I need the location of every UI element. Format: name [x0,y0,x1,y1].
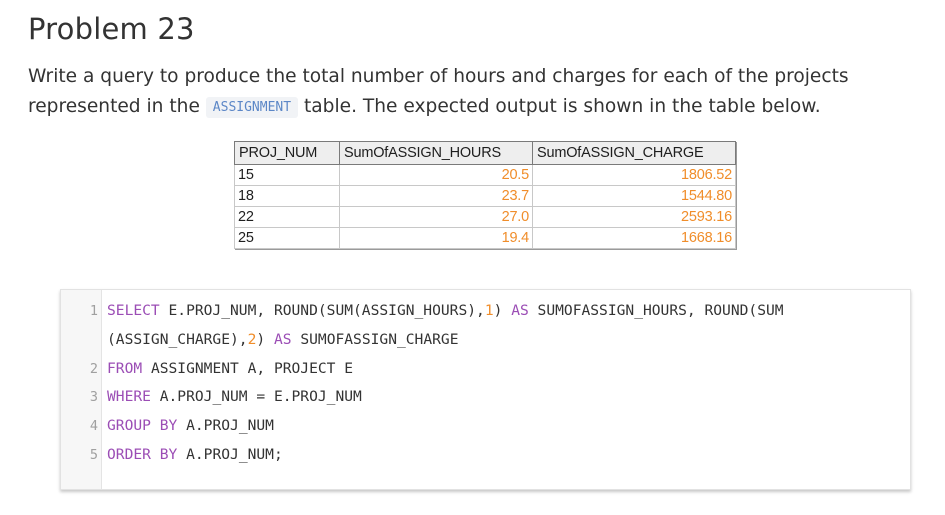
code-line: 4 GROUP BY A.PROJ_NUM [61,412,910,441]
sql-keyword: GROUP [107,417,151,435]
sql-number: 2 [247,330,257,348]
cell-sum-charge: 1806.52 [532,164,736,186]
column-header-proj-num: PROJ_NUM [234,141,340,165]
sql-text [151,417,160,434]
cell-sum-charge: 1668.16 [532,227,736,249]
code-line: 2 FROM ASSIGNMENT A, PROJECT E [61,355,910,384]
cell-sum-hours: 19.4 [339,227,533,249]
code-line: 3 WHERE A.PROJ_NUM = E.PROJ_NUM [61,383,910,412]
sql-text: ) [493,302,512,319]
sql-keyword: BY [159,417,178,435]
code-line: 1 SELECT E.PROJ_NUM, ROUND(SUM(ASSIGN_HOU… [61,297,910,326]
cell-sum-charge: 1544.80 [532,185,736,207]
sql-text: ASSIGNMENT A, PROJECT E [142,359,354,377]
sql-text: SUMOFASSIGN_HOURS, ROUND(SUM [528,302,784,319]
table-row: 22 27.0 2593.16 [234,206,736,228]
sql-keyword: AS [273,330,292,348]
sql-keyword: FROM [107,359,143,377]
sql-keyword: ORDER [107,445,151,463]
sql-text: ) [256,330,274,348]
cell-sum-hours: 27.0 [339,206,533,228]
line-number: 2 [89,360,98,377]
sql-text: A.PROJ_NUM [177,417,274,435]
cell-sum-charge: 2593.16 [532,206,736,228]
cell-sum-hours: 20.5 [339,164,533,186]
sql-text: A.PROJ_NUM; [177,445,283,463]
column-header-sum-charge: SumOfASSIGN_CHARGE [532,141,736,165]
sql-keyword: WHERE [107,388,151,406]
line-number: 5 [89,446,98,463]
sql-text: E.PROJ_NUM, ROUND(SUM(ASSIGN_HOURS), [159,302,485,319]
problem-description: Write a query to produce the total numbe… [28,62,908,124]
column-header-sum-hours: SumOfASSIGN_HOURS [339,141,533,165]
sql-text: (ASSIGN_CHARGE), [107,330,248,348]
table-row: 18 23.7 1544.80 [234,185,736,207]
code-line: 5 ORDER BY A.PROJ_NUM; [61,441,910,470]
sql-keyword: SELECT [107,302,160,319]
description-text-after: table. The expected output is shown in t… [298,96,821,117]
line-number-gutter [61,290,102,489]
code-line: (ASSIGN_CHARGE),2) AS SUMOFASSIGN_CHARGE [61,326,910,355]
sql-keyword: BY [159,445,178,463]
problem-title: Problem 23 [28,12,195,46]
line-number: 4 [89,418,98,435]
cell-proj-num: 18 [234,185,340,207]
table-row: 25 19.4 1668.16 [234,227,736,249]
assignment-table-code: ASSIGNMENT [205,97,299,118]
cell-proj-num: 22 [234,206,340,228]
cell-sum-hours: 23.7 [339,185,533,207]
sql-text: A.PROJ_NUM = E.PROJ_NUM [150,388,362,406]
code-lines: 1 SELECT E.PROJ_NUM, ROUND(SUM(ASSIGN_HOU… [61,297,910,470]
sql-number: 1 [484,302,494,319]
expected-output-table-wrapper: PROJ_NUM SumOfASSIGN_HOURS SumOfASSIGN_C… [234,141,736,249]
table-row: 15 20.5 1806.52 [234,164,736,186]
sql-text [151,446,160,463]
sql-keyword: AS [511,302,529,319]
sql-text: SUMOFASSIGN_CHARGE [291,330,459,348]
expected-output-table: PROJ_NUM SumOfASSIGN_HOURS SumOfASSIGN_C… [234,141,736,249]
line-number: 3 [89,389,98,406]
cell-proj-num: 15 [234,164,340,186]
table-header-row: PROJ_NUM SumOfASSIGN_HOURS SumOfASSIGN_C… [234,141,736,165]
cell-proj-num: 25 [234,227,340,249]
line-number: 1 [89,303,98,319]
description-text-before: Write a query to produce the total numbe… [28,66,849,117]
sql-code-block[interactable]: 1 SELECT E.PROJ_NUM, ROUND(SUM(ASSIGN_HOU… [60,289,911,490]
